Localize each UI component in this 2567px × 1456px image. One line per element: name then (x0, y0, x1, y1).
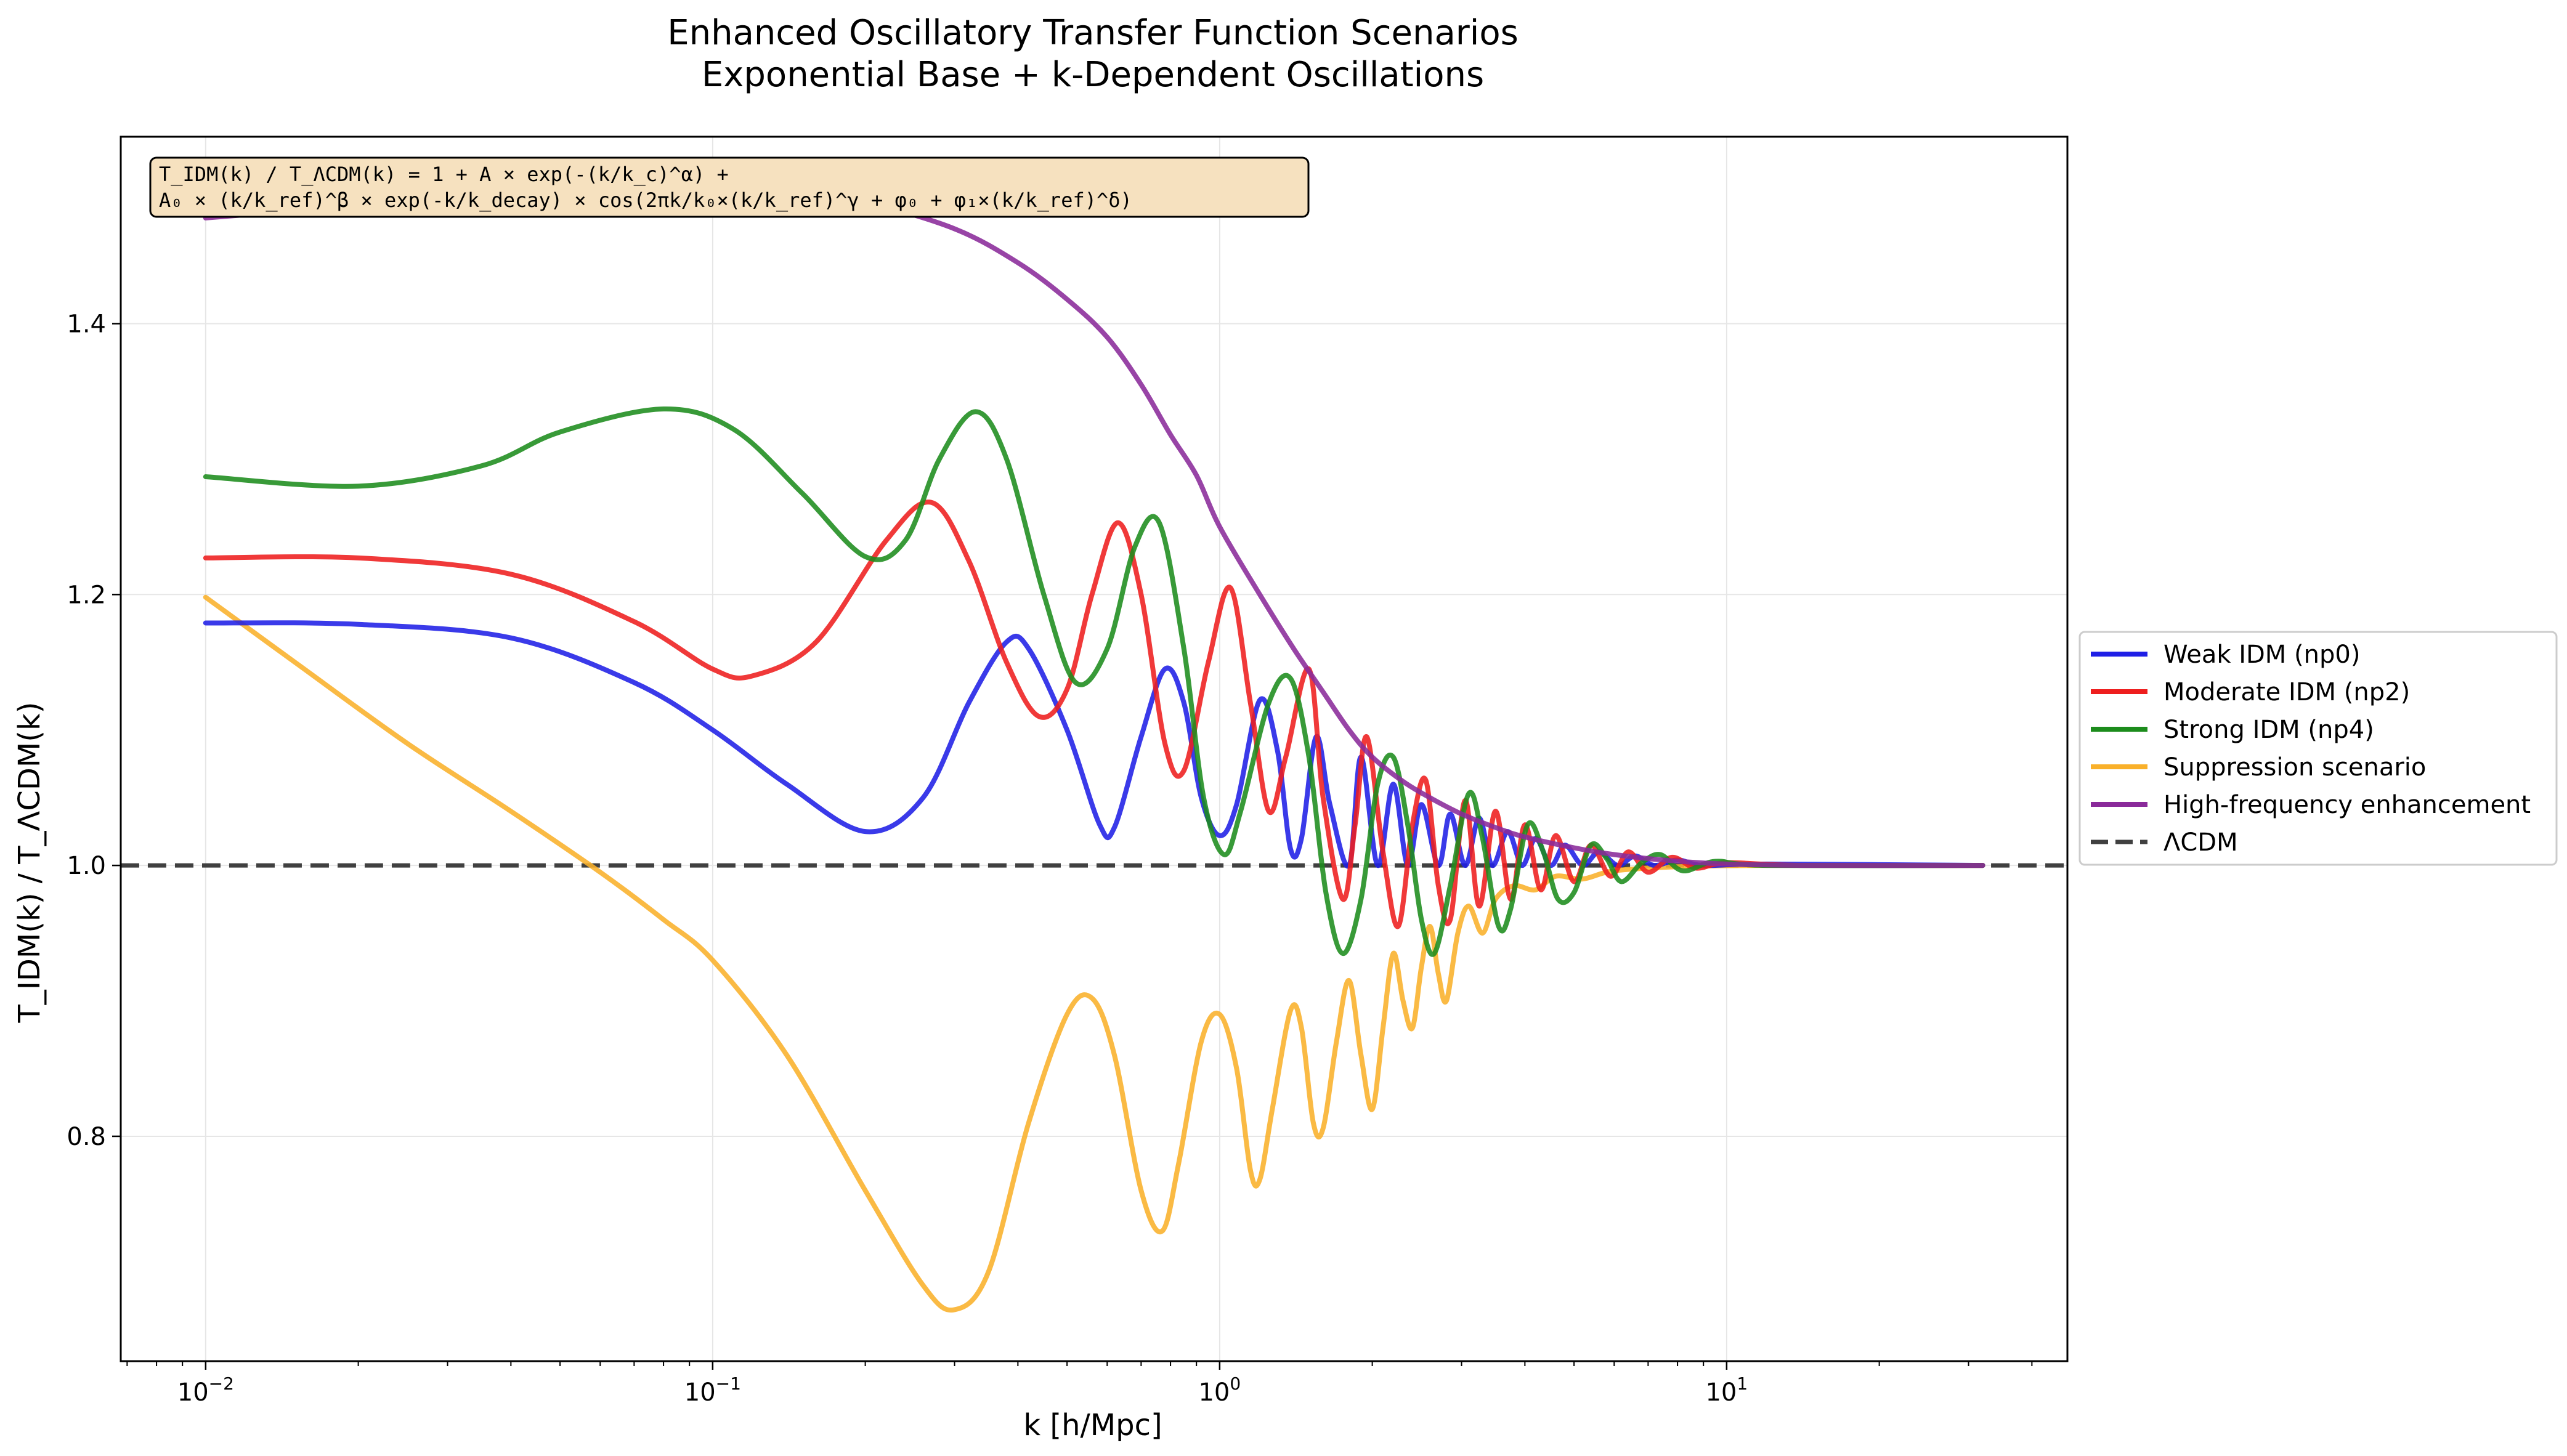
y-tick-label: 1.2 (67, 581, 106, 609)
legend-label: Suppression scenario (2163, 753, 2426, 782)
formula-box: T_IDM(k) / T_ΛCDM(k) = 1 + A × exp(-(k/k… (149, 156, 1310, 218)
x-axis-label: k [h/Mpc] (1023, 1408, 1162, 1442)
x-tick-label: 10−2 (177, 1373, 234, 1407)
x-axis-ticks: 10−2 10−1 100 101 (126, 1361, 2033, 1407)
legend-label: Moderate IDM (np2) (2163, 678, 2410, 706)
y-axis-label: T_IDM(k) / T_ΛCDM(k) (12, 702, 47, 1023)
series-lines (121, 185, 2067, 1313)
legend: Weak IDM (np0) Moderate IDM (np2) Strong I… (2078, 631, 2558, 866)
legend-label: High-frequency enhancement (2163, 791, 2531, 819)
formula-line-2: A₀ × (k/k_ref)^β × exp(-k/k_decay) × cos… (159, 188, 1132, 212)
formula-line-1: T_IDM(k) / T_ΛCDM(k) = 1 + A × exp(-(k/k… (159, 163, 729, 186)
x-tick-label: 100 (1198, 1373, 1241, 1407)
series-line (203, 594, 1985, 1313)
legend-label: Weak IDM (np0) (2163, 641, 2360, 669)
y-axis-ticks: 0.8 1.0 1.2 1.4 (67, 310, 121, 1151)
y-tick-label: 1.4 (67, 310, 106, 338)
chart-subtitle: Exponential Base + k-Dependent Oscillati… (702, 55, 1484, 95)
series-line (203, 620, 1985, 869)
y-tick-label: 0.8 (67, 1123, 106, 1151)
chart-title: Enhanced Oscillatory Transfer Function S… (667, 13, 1519, 53)
plot-frame (120, 135, 2069, 1362)
legend-label: Strong IDM (np4) (2163, 716, 2374, 744)
x-tick-label: 101 (1705, 1373, 1748, 1407)
series-line (203, 406, 1985, 957)
x-tick-label: 10−1 (684, 1373, 741, 1407)
y-tick-label: 1.0 (67, 852, 106, 880)
legend-label: ΛCDM (2163, 828, 2238, 857)
